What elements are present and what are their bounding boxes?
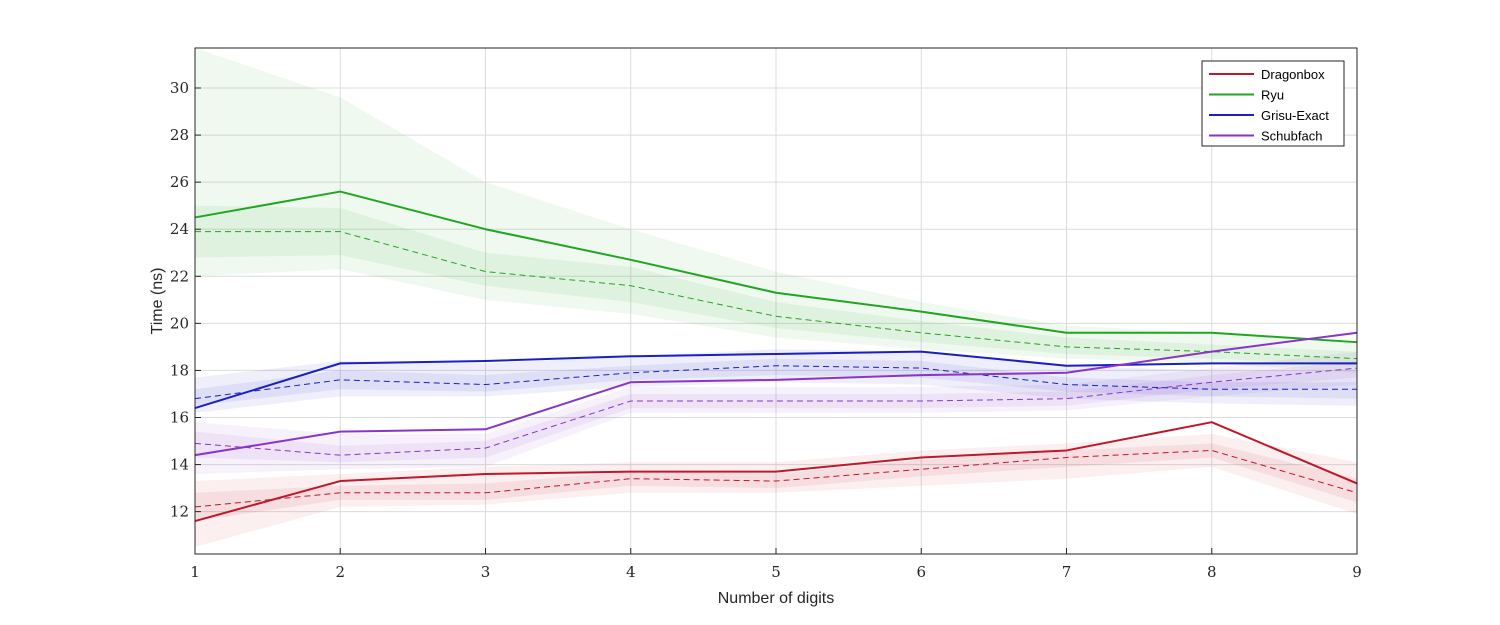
legend-box — [1201, 60, 1345, 147]
legend-item-dragonbox[interactable]: Dragonbox — [1209, 67, 1325, 82]
dragonbox-inner-band — [195, 443, 1357, 522]
y-tick-label: 16 — [170, 408, 189, 426]
y-tick-label: 28 — [170, 126, 189, 144]
x-tick-label: 9 — [1352, 563, 1362, 581]
legend-item-ryu[interactable]: Ryu — [1209, 88, 1284, 103]
x-tick-label: 8 — [1207, 563, 1217, 581]
y-axis-title: Time (ns) — [149, 268, 166, 335]
dragonbox-mean-line — [194, 421, 1358, 523]
legend-label: Grisu-Exact — [1261, 108, 1329, 123]
x-tick-label: 4 — [626, 563, 636, 581]
ryu-mean-line — [194, 190, 1358, 344]
legend-label: Ryu — [1261, 88, 1284, 103]
dragonbox-median-line — [194, 449, 1358, 508]
x-tick-label: 1 — [190, 563, 200, 581]
schubfach-median-line — [194, 367, 1358, 456]
schubfach-outer-band — [195, 351, 1357, 474]
y-tick-label: 24 — [170, 220, 189, 238]
series-lines — [194, 190, 1358, 523]
y-tick-label: 22 — [170, 267, 189, 285]
grid — [194, 48, 1358, 554]
ryu-inner-band — [195, 205, 1357, 366]
x-axis-title: Number of digits — [718, 590, 835, 607]
x-tick-label: 7 — [1062, 563, 1072, 581]
x-tick-label: 5 — [771, 563, 781, 581]
x-tick-label: 3 — [481, 563, 491, 581]
legend-item-schubfach[interactable]: Schubfach — [1209, 129, 1322, 144]
ryu-median-line — [195, 231, 1358, 360]
x-tick-label: 6 — [916, 563, 926, 581]
dragonbox-outer-band — [195, 433, 1357, 547]
y-tick-label: 14 — [170, 456, 189, 474]
y-tick-label: 20 — [170, 314, 189, 332]
legend-label: Dragonbox — [1261, 67, 1325, 82]
x-tick-label: 2 — [335, 563, 345, 581]
grisu-exact-mean-line — [194, 350, 1357, 410]
y-tick-label: 26 — [170, 173, 189, 191]
y-tick-label: 12 — [170, 503, 189, 521]
grisu-exact-median-line — [194, 365, 1357, 400]
legend-label: Schubfach — [1261, 129, 1322, 144]
grisu-exact-outer-band — [195, 349, 1357, 413]
legend[interactable]: Dragonbox Ryu Grisu-Exact Schubfach — [1201, 60, 1345, 147]
schubfach-inner-band — [195, 361, 1357, 463]
y-tick-label: 18 — [170, 361, 189, 379]
legend-item-grisu-exact[interactable]: Grisu-Exact — [1209, 108, 1329, 123]
y-tick-label: 30 — [170, 79, 189, 97]
schubfach-mean-line — [194, 331, 1358, 457]
ryu-outer-band — [195, 48, 1357, 373]
